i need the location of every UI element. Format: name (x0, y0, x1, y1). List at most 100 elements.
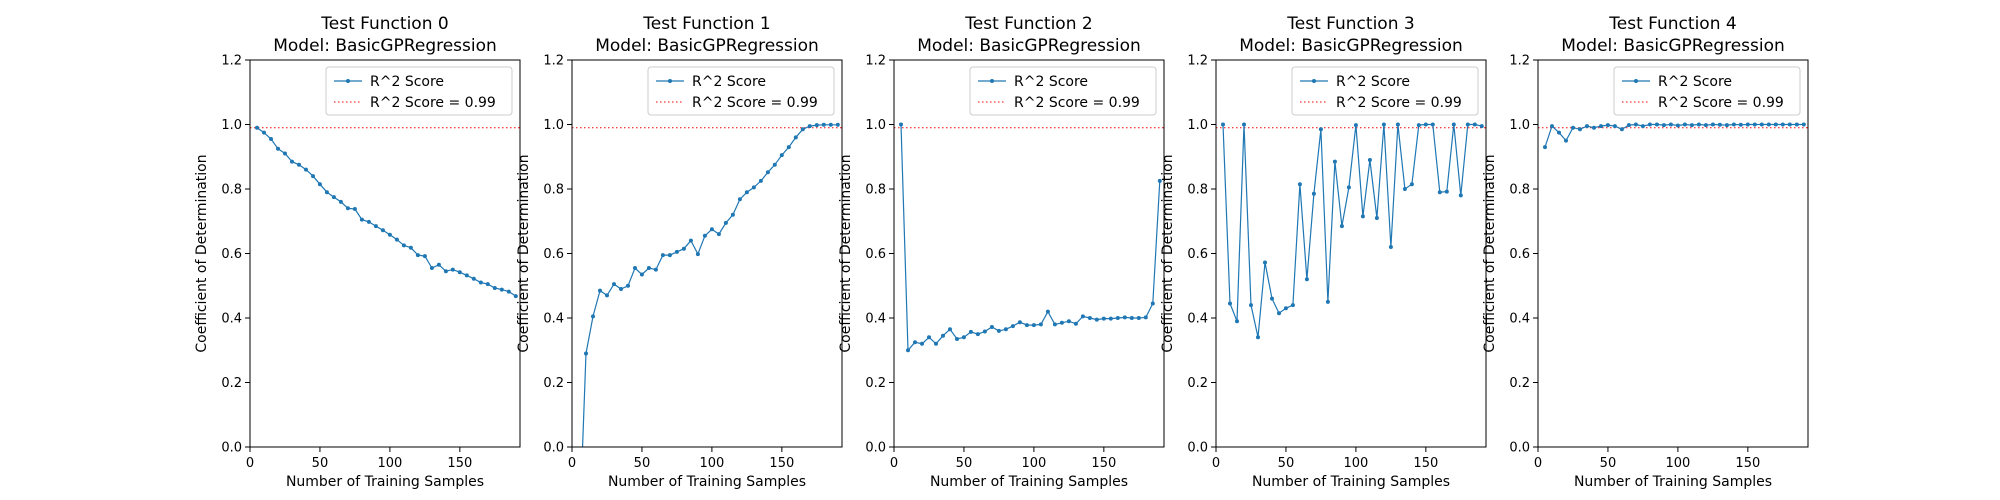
x-tick-label: 100 (699, 456, 724, 471)
data-point (1738, 122, 1743, 127)
data-point (513, 294, 518, 299)
series-line-r2-score (1222, 123, 1482, 338)
x-tick-label: 0 (1534, 456, 1542, 471)
data-point (1136, 316, 1141, 320)
data-point (793, 135, 798, 140)
y-tick-label: 1.2 (1187, 54, 1208, 69)
data-point (975, 332, 980, 337)
chart-subtitle: Model: BasicGPRegression (1239, 36, 1463, 56)
legend-label-threshold: R^2 Score = 0.99 (1658, 95, 1784, 111)
data-point (681, 246, 686, 251)
y-tick-label: 1.0 (1509, 118, 1530, 133)
data-point (297, 162, 301, 167)
data-point (1451, 122, 1456, 127)
data-point (290, 159, 294, 164)
data-point (338, 199, 343, 204)
data-point (1444, 189, 1449, 194)
y-tick-label: 0.2 (1509, 376, 1530, 391)
data-point (1682, 122, 1687, 127)
data-point (1066, 319, 1071, 324)
data-point (1332, 159, 1337, 164)
data-point (605, 293, 609, 298)
y-tick-label: 0.6 (543, 247, 564, 262)
data-point (1395, 122, 1400, 127)
x-tick-label: 150 (769, 456, 794, 471)
y-axis-label: Coefficient of Determination (516, 154, 532, 352)
data-point (1640, 124, 1645, 129)
data-point (1647, 122, 1652, 127)
data-point (1388, 245, 1393, 249)
y-tick-label: 0.6 (865, 247, 886, 262)
data-point (262, 130, 266, 135)
data-point (485, 282, 490, 287)
data-point (464, 273, 469, 278)
y-tick-label: 0.4 (543, 312, 564, 327)
legend-marker (1634, 79, 1638, 83)
data-point (1367, 158, 1372, 162)
legend-label-r2-score: R^2 Score (692, 74, 766, 90)
y-tick-label: 0.0 (221, 441, 242, 456)
legend-box (1613, 66, 1801, 116)
legend-box (1291, 66, 1479, 116)
data-point (1633, 122, 1638, 127)
data-point (1277, 311, 1281, 316)
data-point (304, 167, 308, 172)
data-point (702, 233, 707, 238)
y-tick-label: 0.2 (1187, 376, 1208, 391)
data-point (1654, 122, 1659, 127)
data-point (1052, 322, 1057, 327)
x-tick-label: 100 (1021, 456, 1046, 471)
data-point (1129, 316, 1134, 320)
data-point (934, 341, 938, 346)
data-point (765, 170, 770, 175)
data-point (1801, 122, 1806, 127)
y-tick-label: 0.6 (221, 247, 242, 262)
data-point (352, 207, 357, 211)
y-tick-label: 1.0 (221, 118, 242, 133)
data-point (499, 287, 504, 292)
x-tick-label: 150 (1413, 456, 1438, 471)
data-point (1263, 260, 1267, 265)
data-point (1465, 122, 1470, 127)
data-point (1228, 301, 1232, 306)
legend-marker (1312, 79, 1316, 83)
chart-subtitle: Model: BasicGPRegression (595, 36, 819, 56)
legend-label-threshold: R^2 Score = 0.99 (370, 95, 496, 111)
chart-title: Test Function 1 (642, 14, 770, 34)
y-tick-label: 0.0 (543, 441, 564, 456)
data-point (591, 314, 595, 319)
y-tick-label: 0.0 (865, 441, 886, 456)
y-tick-label: 0.6 (1187, 247, 1208, 262)
data-point (948, 327, 952, 332)
data-point (1045, 309, 1050, 314)
x-tick-label: 50 (1600, 456, 1617, 471)
x-tick-label: 100 (1343, 456, 1368, 471)
data-point (1150, 301, 1155, 306)
y-tick-label: 1.0 (865, 118, 886, 133)
plot-frame (249, 59, 521, 448)
y-tick-label: 1.2 (221, 54, 242, 69)
data-point (1773, 122, 1778, 127)
data-point (1080, 314, 1085, 319)
data-point (311, 174, 315, 179)
data-point (612, 282, 616, 287)
data-point (961, 335, 966, 340)
data-point (1087, 316, 1092, 320)
data-point (598, 288, 602, 293)
y-axis-label: Coefficient of Determination (1160, 154, 1176, 352)
data-point (1235, 319, 1239, 324)
data-point (1745, 122, 1750, 127)
y-tick-label: 0.2 (865, 376, 886, 391)
data-point (1115, 316, 1120, 320)
data-point (723, 220, 728, 225)
data-point (1430, 122, 1435, 127)
data-point (1157, 178, 1162, 183)
data-point (955, 337, 959, 341)
x-tick-label: 150 (1091, 456, 1116, 471)
data-point (1724, 123, 1729, 128)
x-tick-label: 50 (634, 456, 651, 471)
legend-label-threshold: R^2 Score = 0.99 (1336, 95, 1462, 111)
